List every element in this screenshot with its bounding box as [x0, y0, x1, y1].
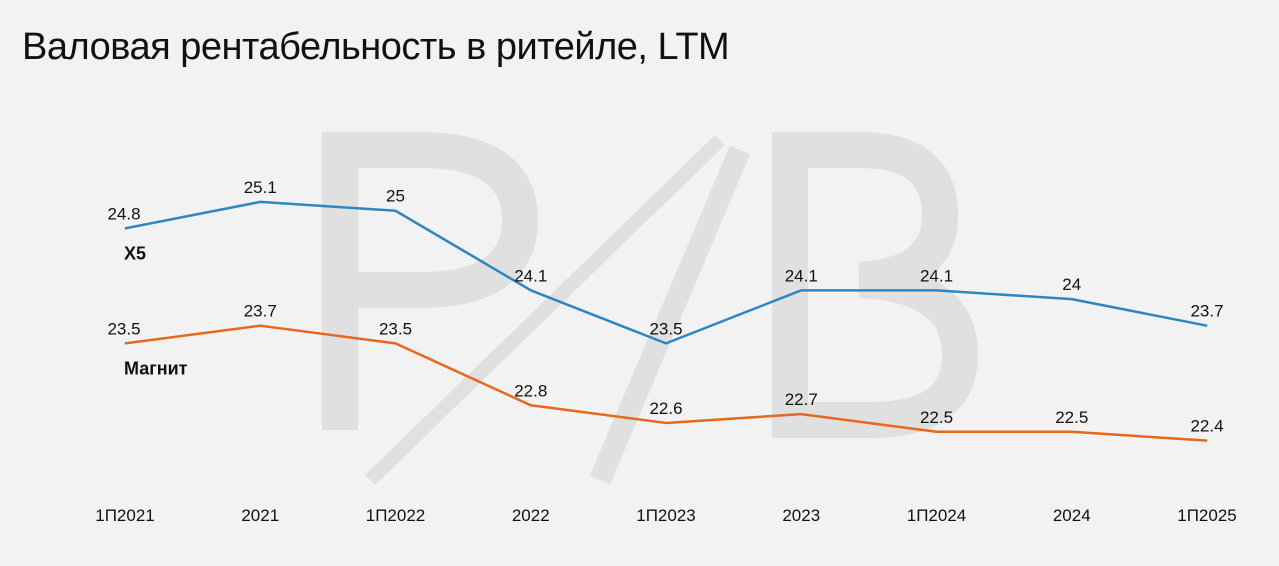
data-label: 23.7: [244, 302, 277, 321]
series-name-label: Магнит: [124, 358, 188, 378]
data-label: 25: [386, 187, 405, 206]
data-point: [395, 342, 396, 344]
data-label: 24.8: [107, 204, 140, 223]
series-x5: 24.8 25.1 25 24.1 23.5 24.1 24.1 24 23.7 X5: [107, 178, 1224, 345]
data-label: 22.6: [649, 399, 682, 418]
data-label: 24.1: [920, 266, 953, 285]
x-tick-label: 1П2024: [907, 506, 967, 525]
data-label: 23.5: [107, 319, 140, 338]
data-point: [1206, 440, 1208, 442]
x-tick-label: 1П2025: [1177, 506, 1237, 525]
data-point: [1071, 431, 1073, 433]
data-label: 22.7: [785, 390, 818, 409]
data-point: [124, 227, 126, 229]
series-name-label: X5: [124, 243, 146, 263]
data-point: [1206, 325, 1208, 327]
data-point: [665, 422, 667, 424]
series-magnit: 23.5 23.7 23.5 22.8 22.6 22.7 22.5 22.5 22.4 Магн…: [107, 302, 1224, 442]
x-axis: 1П2021 2021 1П2022 2022 1П2023 2023 1П2024 2024…: [95, 506, 1237, 525]
data-label: 23.5: [379, 319, 412, 338]
data-label: 25.1: [244, 178, 277, 197]
x-tick-label: 2022: [512, 506, 550, 525]
data-label: 24.1: [514, 266, 547, 285]
x-tick-label: 1П2023: [636, 506, 696, 525]
x-tick-label: 1П2021: [95, 506, 155, 525]
data-point: [800, 413, 802, 415]
data-point: [530, 289, 532, 291]
data-label: 22.5: [920, 408, 953, 427]
data-label: 22.5: [1055, 408, 1088, 427]
x-tick-label: 2021: [241, 506, 279, 525]
x-tick-label: 2023: [782, 506, 820, 525]
data-point: [395, 210, 396, 212]
x-tick-label: 2024: [1053, 506, 1091, 525]
data-point: [259, 201, 261, 203]
data-point: [530, 404, 532, 406]
x-tick-label: 1П2022: [366, 506, 426, 525]
data-point: [936, 289, 937, 291]
data-point: [259, 325, 261, 327]
data-label: 22.8: [514, 381, 547, 400]
data-point: [124, 342, 126, 344]
chart-title: Валовая рентабельность в ритейле, LTM: [22, 26, 730, 68]
data-point: [800, 289, 802, 291]
data-label: 22.4: [1190, 417, 1223, 436]
data-label: 23.5: [649, 319, 682, 338]
data-label: 24: [1062, 275, 1081, 294]
data-label: 23.7: [1190, 302, 1223, 321]
data-point: [665, 342, 667, 344]
data-label: 24.1: [785, 266, 818, 285]
data-point: [936, 431, 937, 433]
watermark-logo: [322, 132, 979, 486]
data-point: [1071, 298, 1073, 300]
